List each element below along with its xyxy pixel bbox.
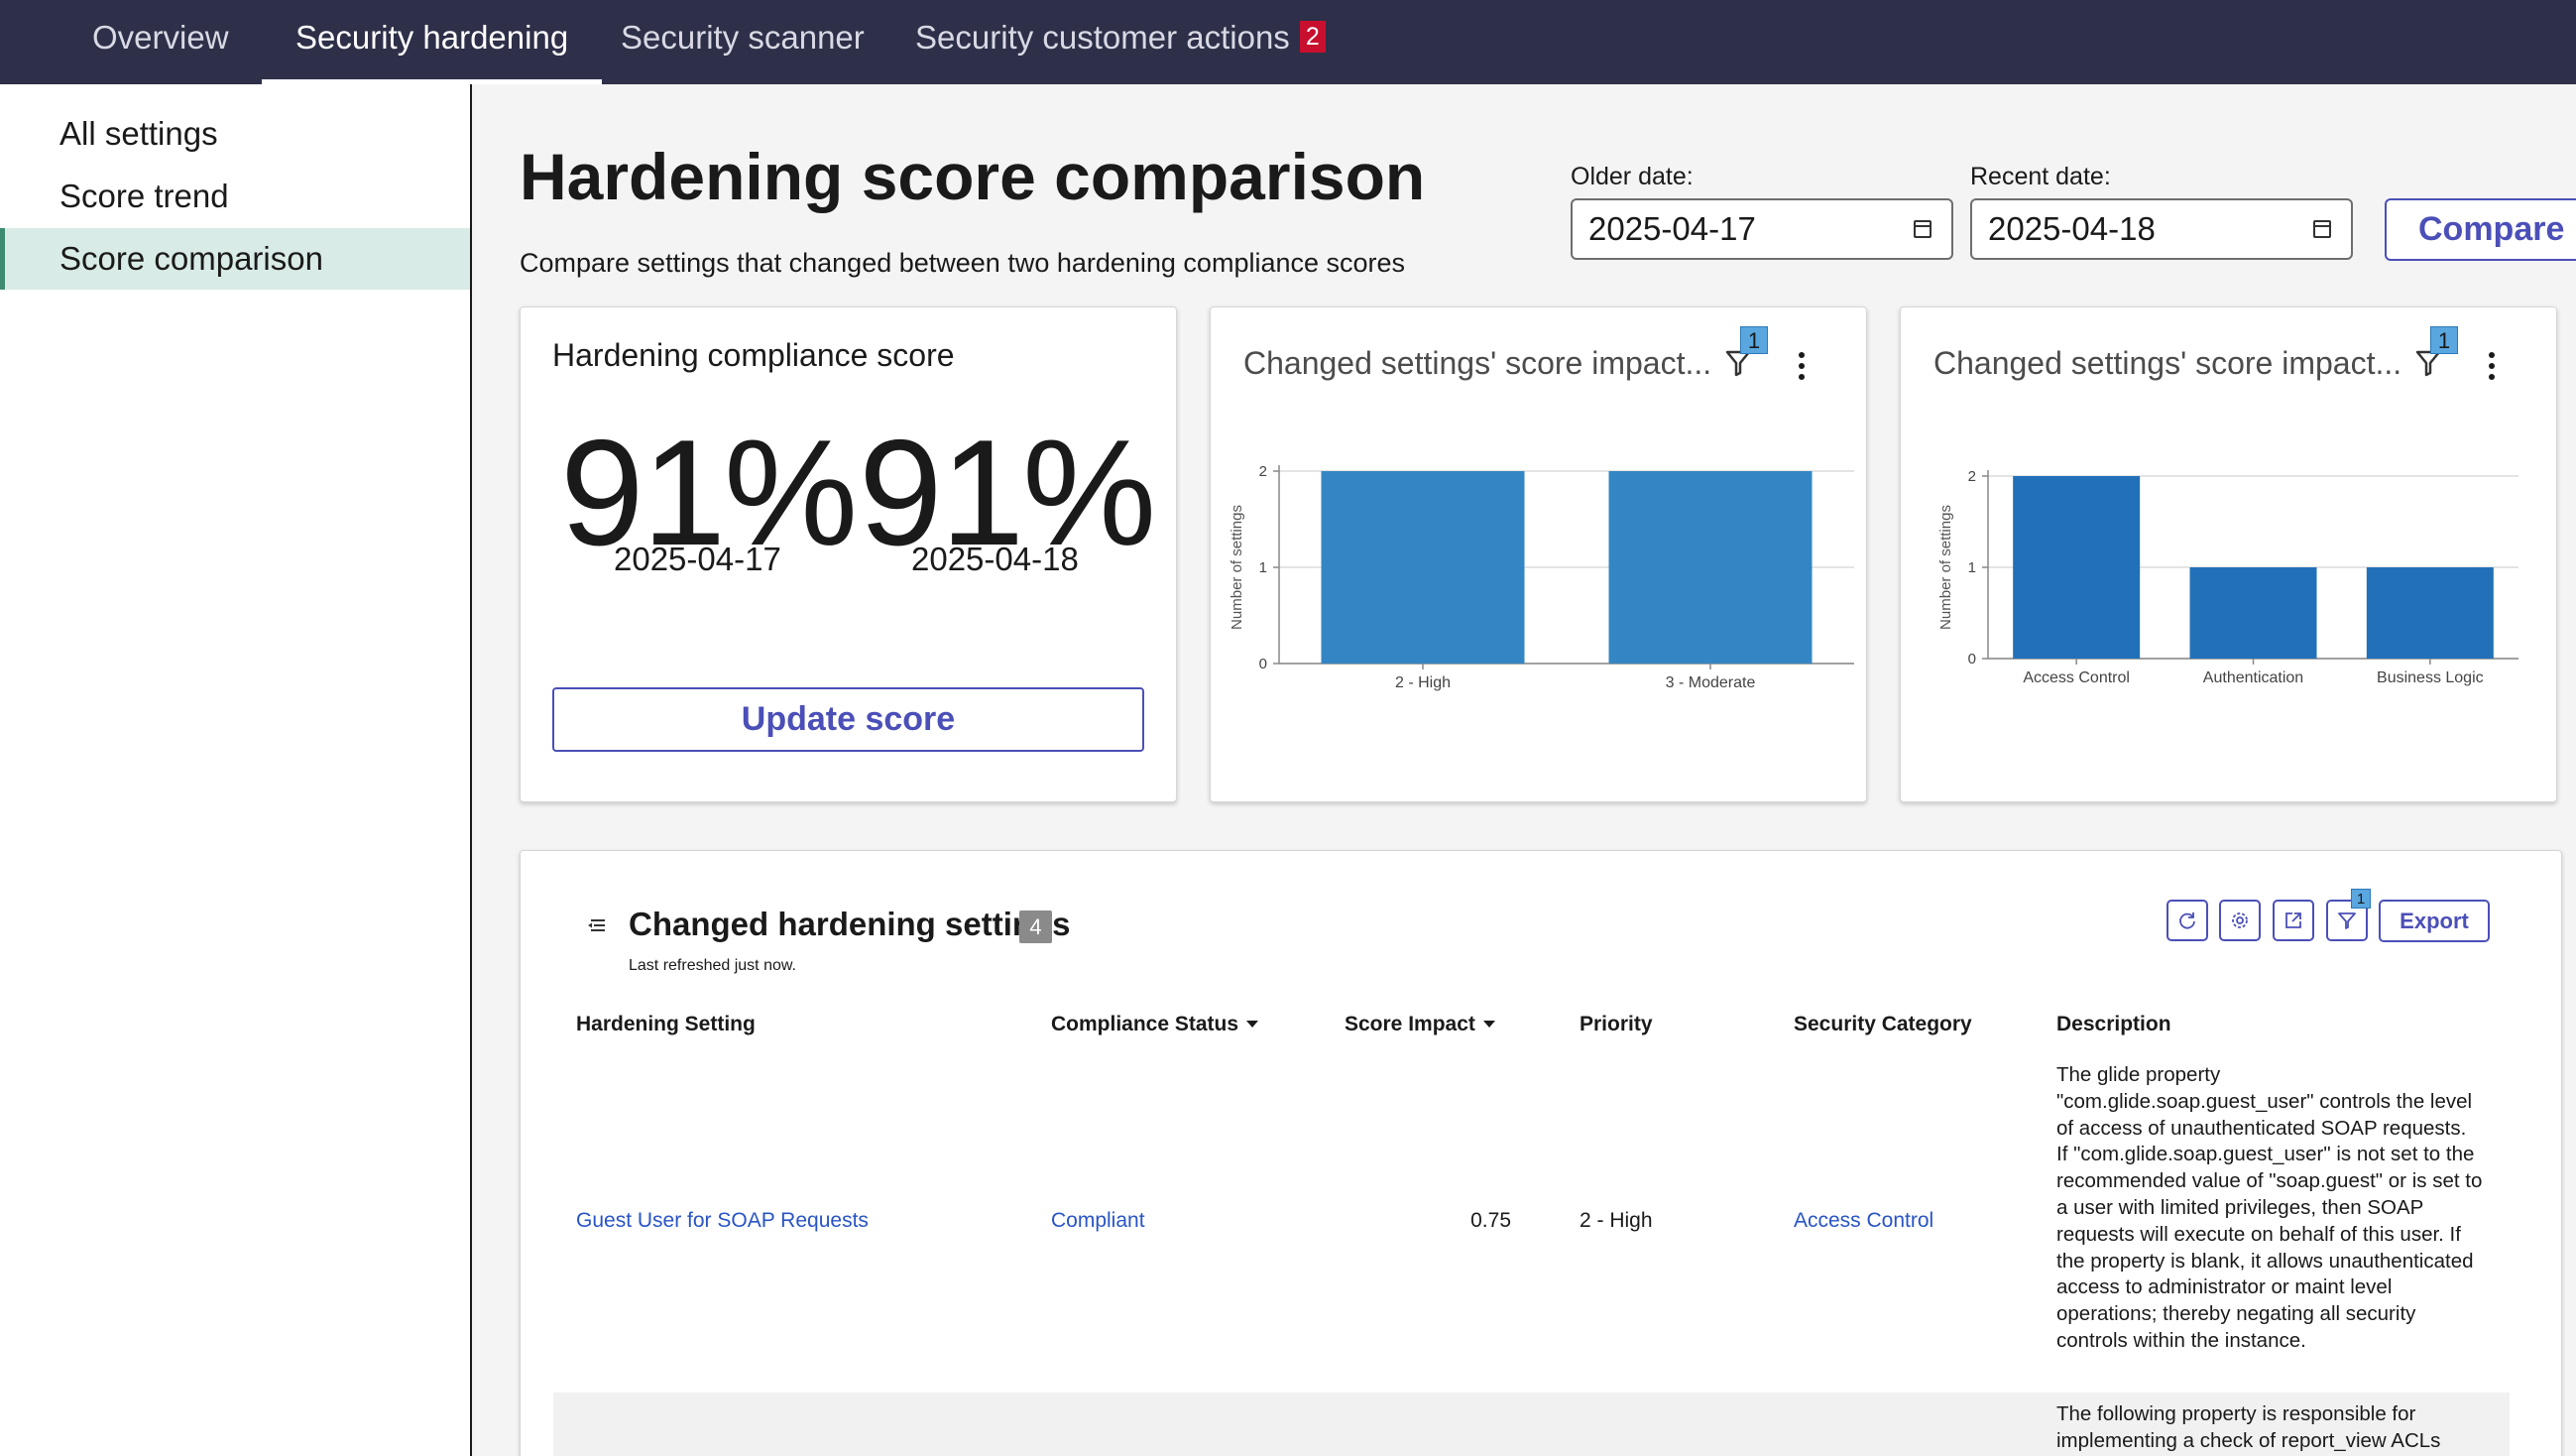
bar xyxy=(2366,567,2494,659)
x-tick-label: 2 - High xyxy=(1395,674,1451,691)
filter-count-badge: 1 xyxy=(1740,326,1768,354)
list-title: Changed hardening settings xyxy=(629,906,1071,942)
y-tick-label: 1 xyxy=(1259,559,1267,576)
calendar-icon[interactable] xyxy=(1914,220,1932,238)
older-date-label: Older date: xyxy=(1571,163,1694,190)
page-subtitle: Compare settings that changed between tw… xyxy=(520,248,1406,278)
column-header-label: Score Impact xyxy=(1345,1013,1475,1035)
chart-card-category-title: Changed settings' score impact... xyxy=(1933,345,2402,381)
tab-security-hardening[interactable]: Security hardening xyxy=(262,0,603,84)
older-score-value: 91% xyxy=(560,409,858,577)
sidebar-item-score-trend[interactable]: Score trend xyxy=(59,178,229,214)
list-filter-count-badge: 1 xyxy=(2351,889,2371,909)
bar xyxy=(2189,567,2317,659)
update-score-button[interactable]: Update score xyxy=(552,687,1144,752)
chart-card-category xyxy=(1900,306,2557,802)
row-score-impact: 0.75 xyxy=(1470,1209,1511,1232)
settings-button[interactable] xyxy=(2219,900,2261,941)
bar xyxy=(1608,471,1813,664)
last-refreshed-text: Last refreshed just now. xyxy=(629,957,796,974)
recent-date-value: 2025-04-18 xyxy=(1988,210,2156,247)
y-tick-label: 0 xyxy=(1968,651,1976,667)
row-compliance-status-link[interactable]: Compliant xyxy=(1051,1209,1145,1232)
bar xyxy=(2013,476,2141,659)
older-date-value: 2025-04-17 xyxy=(1588,210,1756,247)
tab-security-customer-actions[interactable]: Security customer actions 2 xyxy=(915,0,1326,84)
column-header-priority[interactable]: Priority xyxy=(1580,1013,1653,1035)
row-description: The following property is responsible fo… xyxy=(2056,1402,2441,1452)
tab-security-hardening-label: Security hardening xyxy=(295,19,569,56)
filter-icon xyxy=(2338,912,2356,929)
recent-date-label: Recent date: xyxy=(1970,163,2111,190)
sidebar-item-score-comparison[interactable]: Score comparison xyxy=(0,228,470,290)
column-header-compliance-status[interactable]: Compliance Status xyxy=(1051,1013,1259,1036)
sidebar: All settings Score trend Score compariso… xyxy=(0,84,472,1456)
x-tick-label: Business Logic xyxy=(2377,669,2484,686)
filter-count-badge: 1 xyxy=(2430,326,2458,354)
refresh-icon xyxy=(2179,912,2195,929)
compare-button[interactable]: Compare xyxy=(2385,198,2576,261)
row-priority: 2 - High xyxy=(1580,1209,1653,1232)
gear-icon xyxy=(2232,912,2248,928)
row-description: The glide property "com.glide.soap.guest… xyxy=(2056,1063,2483,1352)
column-header-description[interactable]: Description xyxy=(2056,1013,2171,1035)
export-button[interactable]: Export xyxy=(2379,900,2490,942)
category-bar-chart: 0 1 2 Number of settings Access Control Authe… xyxy=(1937,468,2518,686)
changed-settings-list xyxy=(520,850,2562,1456)
bar xyxy=(1321,471,1525,664)
row-hardening-setting-link[interactable]: Guest User for SOAP Requests xyxy=(576,1209,869,1232)
score-card-title: Hardening compliance score xyxy=(552,337,955,373)
top-nav-bar: Overview Security hardening Security sca… xyxy=(0,0,2576,84)
external-link-icon xyxy=(2285,912,2301,928)
column-header-security-category[interactable]: Security Category xyxy=(1794,1013,1972,1035)
tab-security-customer-actions-label: Security customer actions xyxy=(915,19,1290,56)
recent-score-date: 2025-04-18 xyxy=(911,541,1079,577)
y-axis-label: Number of settings xyxy=(1229,505,1245,630)
chart-card-priority-title: Changed settings' score impact... xyxy=(1243,345,1712,381)
collapse-list-icon[interactable] xyxy=(587,917,607,938)
column-header-label: Compliance Status xyxy=(1051,1013,1239,1035)
customer-actions-count-badge: 2 xyxy=(1299,21,1326,53)
sort-caret-icon xyxy=(1246,1021,1259,1028)
y-tick-label: 2 xyxy=(1968,468,1976,485)
refresh-button[interactable] xyxy=(2166,900,2208,941)
more-options-icon[interactable] xyxy=(1798,352,1806,385)
table-row xyxy=(553,1393,2510,1456)
open-in-new-button[interactable] xyxy=(2273,900,2314,941)
x-tick-label: 3 - Moderate xyxy=(1666,674,1756,691)
list-count-badge: 4 xyxy=(1019,910,1052,943)
column-header-score-impact[interactable]: Score Impact xyxy=(1345,1013,1495,1036)
y-tick-label: 0 xyxy=(1259,656,1267,672)
recent-date-input[interactable]: 2025-04-18 xyxy=(1970,198,2353,260)
older-score-date: 2025-04-17 xyxy=(614,541,781,577)
y-tick-label: 1 xyxy=(1968,559,1976,576)
priority-bar-chart: 0 1 2 Number of settings 2 - High 3 - Moderat… xyxy=(1229,463,1854,691)
column-header-hardening-setting[interactable]: Hardening Setting xyxy=(576,1013,756,1035)
x-tick-label: Access Control xyxy=(2023,669,2130,686)
calendar-icon[interactable] xyxy=(2313,220,2331,238)
tab-overview[interactable]: Overview xyxy=(92,19,229,56)
sort-caret-icon xyxy=(1482,1021,1495,1028)
older-date-input[interactable]: 2025-04-17 xyxy=(1571,198,1953,260)
tab-security-scanner[interactable]: Security scanner xyxy=(621,19,865,56)
y-tick-label: 2 xyxy=(1259,463,1267,480)
x-tick-label: Authentication xyxy=(2203,669,2303,686)
row-security-category-link[interactable]: Access Control xyxy=(1794,1209,1934,1232)
sidebar-item-all-settings[interactable]: All settings xyxy=(59,115,218,152)
page-title: Hardening score comparison xyxy=(520,140,1426,213)
recent-score-value: 91% xyxy=(859,409,1156,577)
more-options-icon[interactable] xyxy=(2488,352,2496,385)
y-axis-label: Number of settings xyxy=(1937,505,1954,630)
